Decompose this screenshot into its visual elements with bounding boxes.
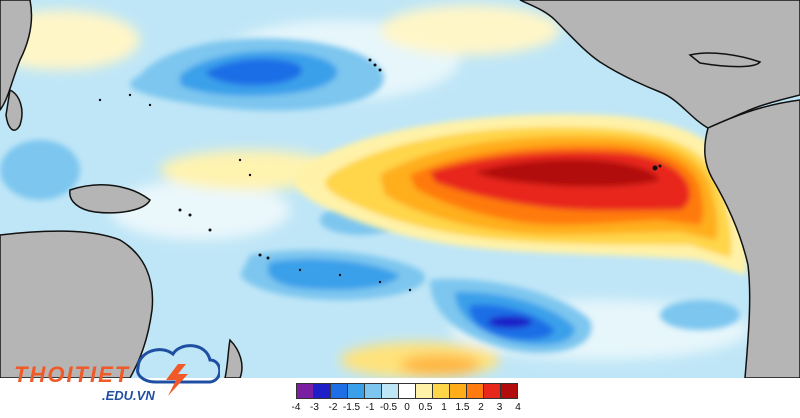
legend-tick-label: 1.5 [455,402,470,413]
land-asia-left [0,0,33,112]
legend-tick-label: -2 [328,402,338,413]
land-south-america [704,99,800,378]
warm-anomalies [295,114,747,275]
land-americas-north [519,0,800,129]
logo-domain: .EDU.VN [102,388,155,403]
legend-swatch [296,383,314,399]
legend-swatch [466,383,484,399]
legend-tick-label: 2 [478,402,484,413]
pacific-islands [98,58,662,292]
ocean-map-svg [0,0,800,378]
legend-swatch [398,383,416,399]
legend-swatch [449,383,467,399]
land-cuba [688,52,762,68]
legend-tick-label: -3 [310,402,319,413]
land-new-zealand [224,338,243,378]
legend-swatch [415,383,433,399]
legend-tick-label: 0 [404,402,410,413]
land-philippines [5,88,23,131]
land-masses [0,0,800,378]
legend-tick-label: -4 [291,402,301,413]
logo-name: THOITIET [14,362,131,387]
legend-tick-label: 0.5 [418,402,433,413]
legend-tick-label: -0.5 [379,402,398,413]
land-australia [0,230,154,378]
legend-swatch [483,383,501,399]
legend-swatch [313,383,331,399]
legend-swatch [432,383,450,399]
legend-swatch [330,383,348,399]
legend-swatch [381,383,399,399]
site-logo[interactable]: THOITIET .EDU.VN [10,338,220,408]
legend-tick-label: -1 [365,402,375,413]
legend-tick-label: 1 [441,402,447,413]
legend-swatch [364,383,382,399]
legend-tick-label: -1.5 [342,402,361,413]
legend-tick-label: 4 [515,402,521,413]
legend-swatch [500,383,518,399]
land-new-guinea [69,184,151,214]
cloud-lightning-icon [136,344,220,396]
legend-ticks: -4 -3 -2 -1.5 -1 -0.5 0 0.5 1 1.5 2 3 4 [288,402,538,416]
legend-swatch [347,383,365,399]
sst-anomaly-map [0,0,800,378]
legend-tick-label: 3 [496,402,503,413]
color-scale-legend [296,383,518,399]
